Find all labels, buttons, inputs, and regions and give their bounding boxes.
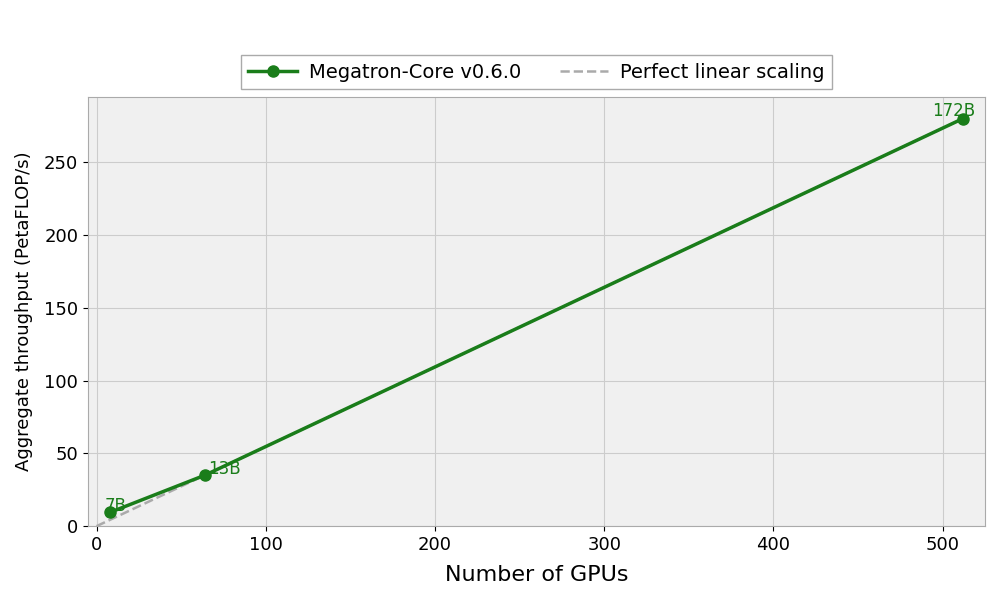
X-axis label: Number of GPUs: Number of GPUs	[445, 565, 628, 585]
Megatron-Core v0.6.0	[957, 115, 969, 122]
Text: 13B: 13B	[208, 460, 241, 478]
Megatron-Core v0.6.0	[104, 509, 116, 516]
Legend: Megatron-Core v0.6.0, Perfect linear scaling: Megatron-Core v0.6.0, Perfect linear sca…	[241, 55, 832, 89]
Line: Megatron-Core v0.6.0: Megatron-Core v0.6.0	[105, 113, 969, 518]
Y-axis label: Aggregate throughput (PetaFLOP/s): Aggregate throughput (PetaFLOP/s)	[15, 152, 33, 471]
Megatron-Core v0.6.0	[199, 472, 211, 479]
Text: 172B: 172B	[933, 101, 976, 119]
Text: 7B: 7B	[105, 497, 127, 515]
